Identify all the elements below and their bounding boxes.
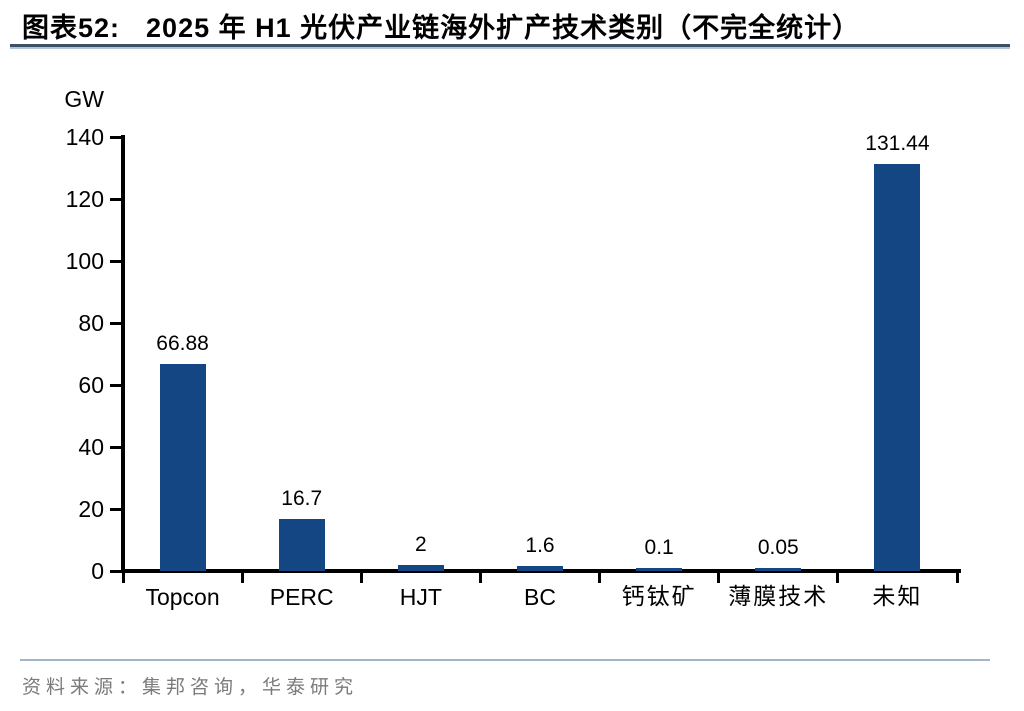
y-axis-line <box>121 135 125 572</box>
footer-divider <box>20 659 990 661</box>
chart-title-text: 2025 年 H1 光伏产业链海外扩产技术类别（不完全统计） <box>146 13 861 43</box>
y-axis-tick-label: 60 <box>78 372 104 398</box>
y-axis-tick <box>110 321 122 325</box>
exhibit-number-label: 图表52: <box>22 13 121 43</box>
y-axis-unit-label: GW <box>64 86 104 112</box>
y-axis-tick <box>110 259 122 263</box>
bar-value-label: 66.88 <box>156 332 209 355</box>
x-axis-category-label: 薄膜技术 <box>728 584 829 609</box>
bar-chart: GW 140 120 100 80 60 40 20 0 66.88 Topcon 16.7 PERC… <box>0 60 1024 640</box>
y-axis-tick <box>110 445 122 449</box>
x-axis-tick <box>717 573 721 583</box>
y-axis-tick <box>110 197 122 201</box>
x-axis-tick <box>598 573 602 583</box>
x-axis-category-label: HJT <box>399 584 442 610</box>
x-axis-line <box>121 569 961 573</box>
x-axis-category-label: BC <box>524 584 556 610</box>
y-axis-tick <box>110 135 122 139</box>
title-divider <box>10 44 1010 47</box>
bar <box>159 364 206 571</box>
x-axis-tick <box>359 573 363 583</box>
x-axis-category-label: 未知 <box>872 584 923 609</box>
y-axis-tick <box>110 569 122 573</box>
bar-value-label: 2 <box>415 533 427 556</box>
bar <box>874 164 921 571</box>
y-axis-tick-label: 40 <box>78 434 104 460</box>
y-axis-tick-label: 20 <box>78 496 104 522</box>
source-note: 资料来源：集邦咨询，华泰研究 <box>22 677 359 698</box>
x-axis-tick <box>121 573 125 583</box>
y-axis-tick-label: 80 <box>78 310 104 336</box>
bar <box>755 568 802 571</box>
x-axis-category-label: Topcon <box>145 584 220 610</box>
y-axis-tick-label: 140 <box>65 124 104 150</box>
bar <box>278 519 325 571</box>
x-axis-category-label: 钙钛矿 <box>621 584 697 609</box>
bar <box>397 565 444 571</box>
bar-value-label: 0.1 <box>644 536 674 559</box>
y-axis-tick <box>110 383 122 387</box>
x-axis-tick <box>836 573 840 583</box>
bar-value-label: 1.6 <box>525 534 555 557</box>
y-axis-tick-label: 120 <box>65 186 104 212</box>
x-axis-tick <box>955 573 959 583</box>
y-axis-tick-label: 0 <box>91 558 104 584</box>
y-axis-tick-label: 100 <box>65 248 104 274</box>
chart-title: 图表52: 2025 年 H1 光伏产业链海外扩产技术类别（不完全统计） <box>22 6 1012 45</box>
bar <box>517 566 563 571</box>
bar-value-label: 0.05 <box>757 536 799 559</box>
x-axis-category-label: PERC <box>269 584 334 610</box>
bar <box>636 568 683 571</box>
bar-value-label: 131.44 <box>865 132 930 155</box>
x-axis-tick <box>240 573 244 583</box>
bar-value-label: 16.7 <box>281 487 323 510</box>
x-axis-tick <box>478 573 482 583</box>
y-axis-tick <box>110 507 122 511</box>
